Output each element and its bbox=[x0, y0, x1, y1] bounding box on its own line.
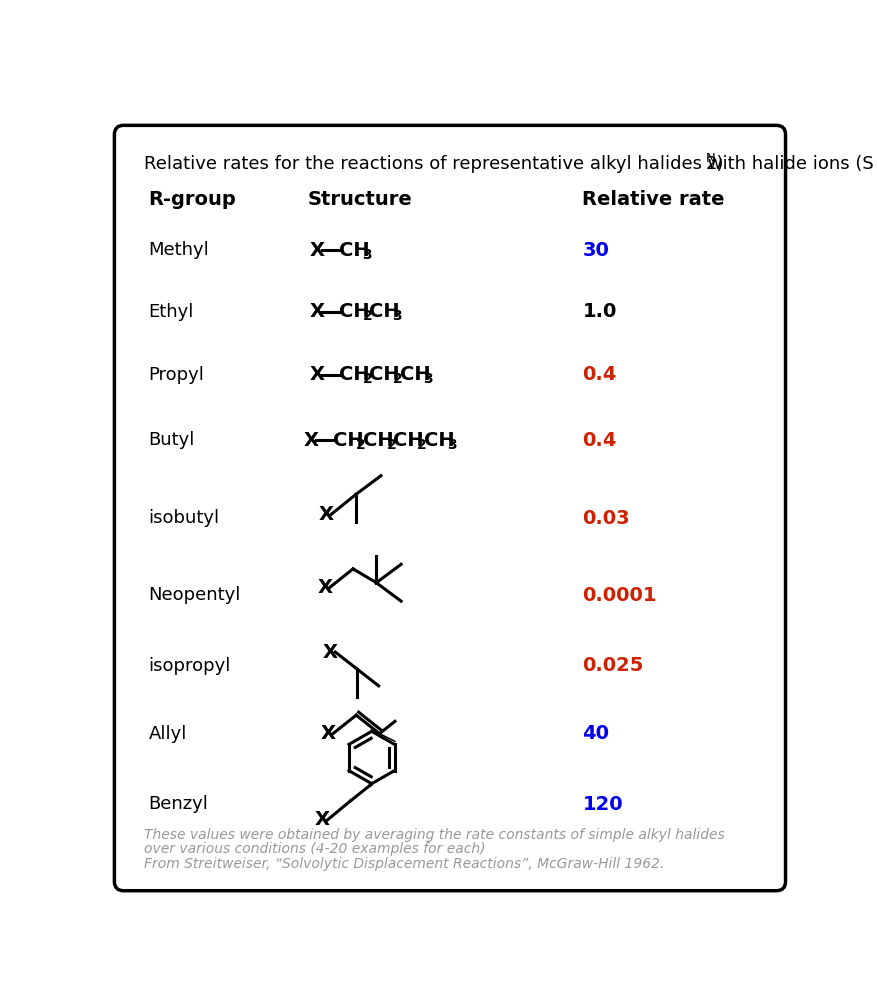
Text: X: X bbox=[310, 302, 324, 321]
Text: 3: 3 bbox=[446, 438, 456, 452]
Text: X: X bbox=[320, 724, 335, 743]
Text: Butyl: Butyl bbox=[148, 432, 195, 450]
Text: Allyl: Allyl bbox=[148, 724, 187, 742]
Text: Methyl: Methyl bbox=[148, 241, 209, 260]
Text: 120: 120 bbox=[581, 795, 623, 814]
Text: Neopentyl: Neopentyl bbox=[148, 586, 240, 604]
Text: CH: CH bbox=[393, 431, 424, 450]
Text: These values were obtained by averaging the rate constants of simple alkyl halid: These values were obtained by averaging … bbox=[144, 828, 724, 842]
Text: isopropyl: isopropyl bbox=[148, 657, 231, 675]
Text: CH: CH bbox=[369, 302, 400, 321]
Text: 0.4: 0.4 bbox=[581, 431, 617, 450]
Text: 30: 30 bbox=[581, 240, 609, 260]
Text: 2: 2 bbox=[386, 438, 396, 452]
Text: Structure: Structure bbox=[307, 190, 411, 209]
Text: 2: 2 bbox=[417, 438, 426, 452]
Text: X: X bbox=[303, 431, 318, 450]
Text: 0.025: 0.025 bbox=[581, 656, 643, 675]
Text: 3: 3 bbox=[362, 247, 372, 262]
Text: 2: 2 bbox=[356, 438, 366, 452]
Text: CH: CH bbox=[423, 431, 453, 450]
Text: CH: CH bbox=[399, 365, 430, 384]
Text: over various conditions (4-20 examples for each): over various conditions (4-20 examples f… bbox=[144, 842, 485, 856]
Text: 0.03: 0.03 bbox=[581, 509, 630, 527]
Text: 2: 2 bbox=[362, 309, 372, 323]
Text: Benzyl: Benzyl bbox=[148, 796, 208, 814]
Text: CH: CH bbox=[363, 431, 394, 450]
FancyBboxPatch shape bbox=[114, 126, 785, 890]
Text: CH: CH bbox=[332, 431, 363, 450]
Text: X: X bbox=[310, 240, 324, 260]
Text: X: X bbox=[318, 505, 333, 524]
Text: 2: 2 bbox=[392, 372, 402, 386]
Text: 0.4: 0.4 bbox=[581, 365, 617, 384]
Text: X: X bbox=[323, 643, 338, 662]
Text: CH: CH bbox=[339, 240, 369, 260]
Text: X: X bbox=[310, 365, 324, 384]
Text: R-group: R-group bbox=[148, 190, 236, 209]
Text: 3: 3 bbox=[392, 309, 402, 323]
Text: N: N bbox=[705, 152, 715, 165]
Text: Propyl: Propyl bbox=[148, 366, 204, 384]
Text: CH: CH bbox=[339, 365, 369, 384]
Text: CH: CH bbox=[369, 365, 400, 384]
Text: 0.0001: 0.0001 bbox=[581, 585, 656, 605]
Text: X: X bbox=[317, 577, 332, 597]
Text: Relative rates for the reactions of representative alkyl halides with halide ion: Relative rates for the reactions of repr… bbox=[144, 155, 873, 173]
Text: X: X bbox=[315, 811, 330, 829]
Text: 2: 2 bbox=[362, 372, 372, 386]
Text: 2): 2) bbox=[705, 155, 724, 173]
Text: Relative rate: Relative rate bbox=[581, 190, 724, 209]
Text: 1.0: 1.0 bbox=[581, 302, 617, 321]
Text: From Streitweiser, “Solvolytic Displacement Reactions”, McGraw-Hill 1962.: From Streitweiser, “Solvolytic Displacem… bbox=[144, 857, 664, 871]
Text: 40: 40 bbox=[581, 724, 609, 743]
Text: Ethyl: Ethyl bbox=[148, 303, 194, 321]
Text: CH: CH bbox=[339, 302, 369, 321]
Text: 3: 3 bbox=[423, 372, 432, 386]
Text: isobutyl: isobutyl bbox=[148, 509, 219, 527]
